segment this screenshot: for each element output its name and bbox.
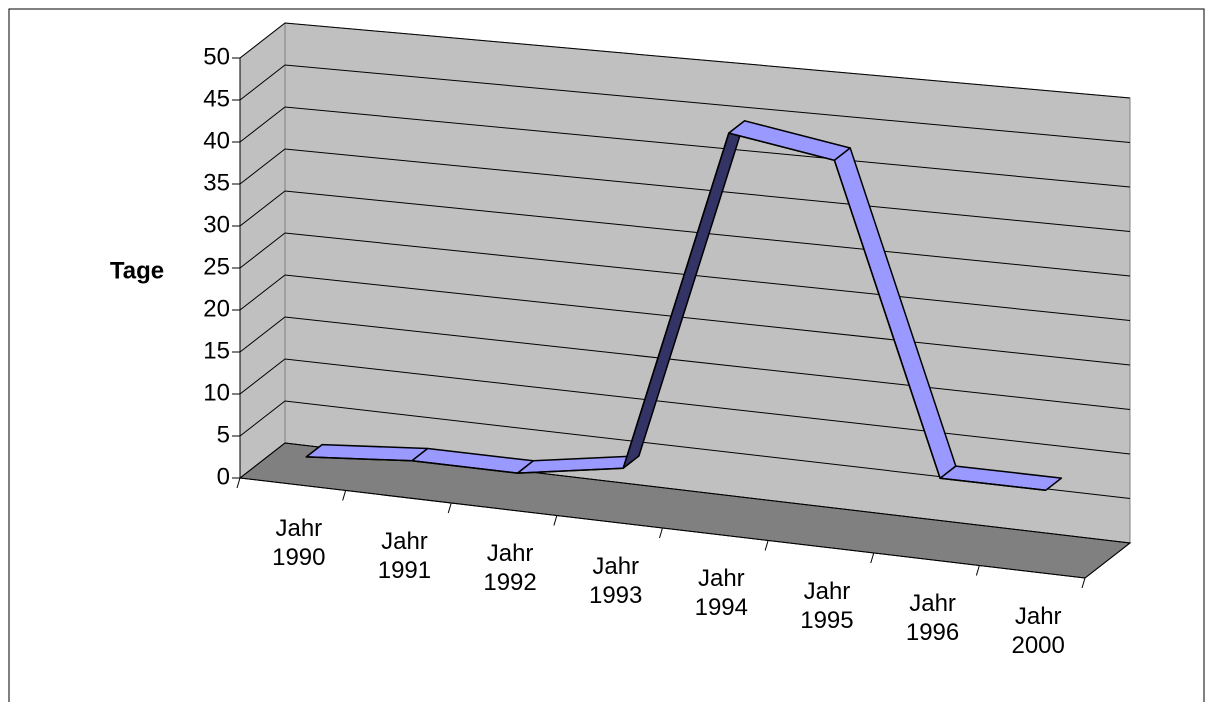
grid-line — [239, 400, 1131, 499]
grid-line — [239, 274, 1131, 366]
y-tick-label: 45 — [203, 85, 230, 112]
y-tick-label: 20 — [203, 295, 230, 322]
x-tick-label: Jahr 1994 — [694, 565, 748, 622]
x-tick — [764, 540, 769, 551]
x-tick-label: Jahr 1993 — [588, 552, 643, 609]
y-tick-label: 15 — [203, 337, 230, 364]
data-line — [306, 132, 1046, 492]
y-tick-label: 35 — [203, 169, 230, 196]
x-tick — [236, 477, 241, 489]
x-tick — [870, 552, 875, 564]
grid-line — [239, 316, 1131, 410]
x-tick — [447, 502, 452, 514]
x-tick-label: Jahr 1995 — [800, 577, 854, 634]
x-axis — [239, 477, 1086, 579]
grid-line — [239, 190, 1131, 277]
grid-line — [239, 232, 1131, 321]
x-tick-label: Jahr 1990 — [272, 515, 326, 572]
x-tick — [553, 515, 558, 526]
x-tick-label: Jahr 1992 — [483, 540, 537, 597]
grid-line — [239, 22, 1131, 99]
grid-line — [239, 358, 1131, 455]
y-tick-label: 40 — [203, 127, 230, 154]
grid-line — [239, 442, 1131, 544]
x-tick-label: Jahr 1991 — [377, 527, 432, 584]
grid-line — [239, 64, 1131, 143]
y-tick-label: 50 — [203, 43, 230, 70]
y-axis-title: Tage — [110, 257, 164, 284]
x-tick — [1081, 577, 1086, 589]
floor-edge — [1084, 542, 1131, 579]
x-tick-label: Jahr 1996 — [905, 590, 960, 647]
y-tick-label: 5 — [217, 421, 230, 448]
y-tick-label: 25 — [203, 253, 230, 280]
x-tick-label: Jahr 2000 — [1011, 602, 1065, 659]
y-tick-label: 0 — [217, 463, 230, 490]
y-tick-label: 10 — [203, 379, 230, 406]
y-tick-label: 30 — [203, 211, 230, 238]
x-tick — [342, 490, 347, 501]
x-tick — [975, 565, 980, 576]
x-tick — [659, 527, 663, 539]
